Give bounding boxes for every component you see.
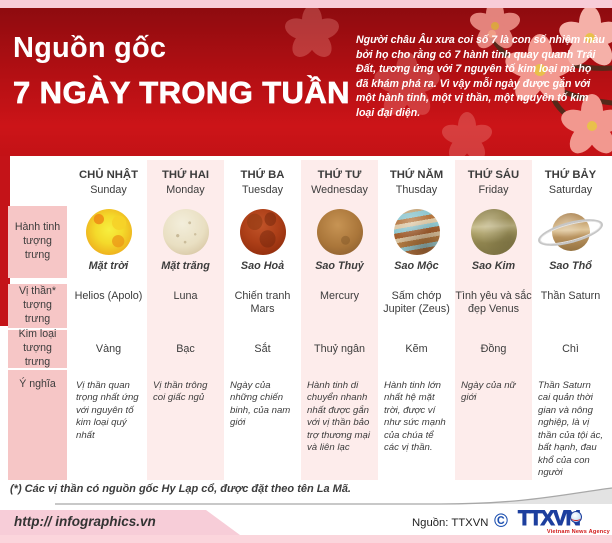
logo-globe-icon (570, 511, 582, 523)
sun-icon (85, 209, 132, 255)
planet-name: Sao Mộc (394, 260, 439, 272)
day-name-en: Sunday (90, 183, 127, 196)
copyright-icon: © (494, 511, 508, 532)
day-header-wednesday: THỨ TƯ Wednesday (301, 160, 378, 206)
top-pink-strip (0, 0, 612, 8)
moon-icon (162, 209, 209, 255)
god-cell: Mercury (301, 282, 378, 330)
footer-bar: http:// infographics.vn Nguồn: TTXVN © T… (0, 507, 612, 535)
meaning-cell: Hành tinh lớn nhất hệ mặt trời, được ví … (384, 380, 446, 454)
day-name-vi: THỨ TƯ (317, 169, 362, 181)
metal-cell: Thuỷ ngân (301, 330, 378, 370)
day-name-en: Wednesday (311, 183, 368, 196)
cherry-blossom-decoration (285, 8, 612, 156)
intro-paragraph: Người châu Âu xưa coi số 7 là con số nhi… (356, 34, 605, 120)
day-name-vi: CHỦ NHẬT (79, 169, 138, 181)
day-name-vi: THỨ BA (240, 169, 285, 181)
day-header-sunday: CHỦ NHẬT Sunday (70, 160, 147, 206)
day-header-monday: THỨ HAI Monday (147, 160, 224, 206)
planet-name: Sao Hoả (240, 260, 285, 272)
day-name-vi: THỨ NĂM (389, 169, 444, 181)
day-name-en: Thusday (395, 183, 438, 196)
saturn-sphere (551, 213, 590, 251)
metal-cell: Sắt (254, 343, 271, 355)
venus-icon (470, 209, 517, 255)
god-cell: Tình yêu và sắc đẹp Venus (455, 282, 532, 330)
god-cell: Thần Saturn (540, 290, 601, 302)
meaning-cell: Ngày của những chiến binh, của nam giới (230, 380, 291, 429)
planet-cell-thursday (378, 206, 455, 260)
footnote: (*) Các vị thần có nguồn gốc Hy Lạp cổ, … (10, 483, 351, 495)
day-name-vi: THỨ BẢY (544, 169, 597, 181)
planet-cell-sunday (70, 206, 147, 260)
metal-cell: Đồng (455, 330, 532, 370)
meaning-cell: Thần Saturn cai quản thời gian và nông n… (538, 380, 604, 479)
planet-cell-friday (455, 206, 532, 260)
planet-cell-tuesday (224, 206, 301, 260)
god-cell: Chiến tranh Mars (234, 290, 291, 315)
page-curl-decoration (55, 487, 612, 505)
planet-name: Sao Thổ (549, 260, 592, 272)
logo-text: TTXVN (518, 507, 582, 530)
day-header-saturday: THỨ BẢY Saturday (532, 160, 609, 206)
row-label-meaning: Ý nghĩa (8, 370, 67, 480)
left-accent-strip (0, 156, 10, 326)
saturn-icon (534, 208, 606, 258)
planet-name: Mặt trăng (147, 260, 224, 282)
mars-icon (239, 209, 286, 255)
planet-name: Mặt trời (88, 260, 129, 272)
god-cell: Luna (147, 282, 224, 330)
meaning-cell: Ngày của nữ giới (455, 370, 532, 480)
metal-cell: Vàng (95, 343, 122, 355)
source-label: Nguồn: TTXVN (412, 517, 489, 529)
meaning-cell: Hành tinh di chuyển nhanh nhất được gắn … (301, 370, 378, 480)
day-name-en: Monday (166, 183, 205, 196)
bottom-pink-strip (0, 535, 612, 543)
row-label-god: Vị thần* tượng trưng (8, 284, 67, 328)
day-name-vi: THỨ HAI (161, 169, 210, 181)
day-name-en: Tuesday (241, 183, 283, 196)
day-header-tuesday: THỨ BA Tuesday (224, 160, 301, 206)
header-banner: Nguồn gốc 7 NGÀY TRONG TUẦN Người châu Â… (0, 8, 612, 156)
metal-cell: Bạc (147, 330, 224, 370)
day-name-en: Friday (478, 183, 509, 196)
jupiter-icon (393, 209, 440, 255)
planet-name: Sao Thuỷ (301, 260, 378, 282)
day-header-friday: THỨ SÁU Friday (455, 160, 532, 206)
metal-cell: Kẽm (405, 343, 428, 355)
planet-name: Sao Kim (455, 260, 532, 282)
day-name-vi: THỨ SÁU (467, 169, 520, 181)
days-table: Hành tinh tượng trưng Vị thần* tượng trư… (0, 160, 609, 480)
planet-cell-monday (147, 206, 224, 260)
row-label-planet: Hành tinh tượng trưng (8, 206, 67, 278)
mercury-icon (316, 209, 363, 255)
title-line-2: 7 NGÀY TRONG TUẦN (13, 75, 350, 111)
meaning-cell: Vị thần trông coi giấc ngủ (147, 370, 224, 480)
god-cell: Helios (Apolo) (74, 290, 143, 302)
url-badge[interactable]: http:// infographics.vn (0, 510, 240, 535)
title-line-1: Nguồn gốc (13, 32, 167, 64)
day-header-thursday: THỨ NĂM Thusday (378, 160, 455, 206)
page-title: Nguồn gốc 7 NGÀY TRONG TUẦN (13, 32, 350, 111)
day-name-en: Saturday (548, 183, 593, 196)
site-url[interactable]: http:// infographics.vn (14, 514, 156, 529)
planet-cell-wednesday (301, 206, 378, 260)
row-label-metal: Kim loại tượng trưng (8, 328, 67, 368)
meaning-cell: Vị thần quan trọng nhất ứng với nguyên t… (76, 380, 139, 441)
god-cell: Sấm chớp Jupiter (Zeus) (383, 290, 450, 315)
ttxvn-logo: TTXVN Vietnam News Agency (518, 507, 610, 535)
planet-cell-saturday (532, 206, 609, 260)
logo-tagline: Vietnam News Agency (546, 529, 610, 535)
metal-cell: Chì (562, 343, 579, 355)
